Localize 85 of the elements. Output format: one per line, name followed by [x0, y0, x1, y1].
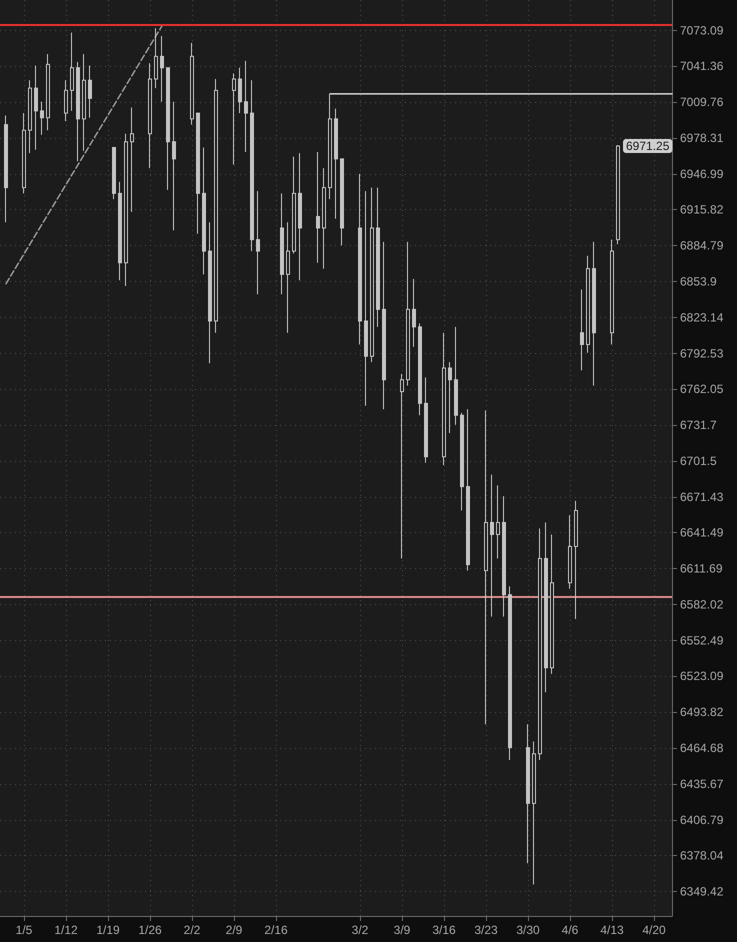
- y-tick-label: 7041.36: [680, 59, 724, 74]
- candlestick: [76, 62, 80, 162]
- candlestick: [82, 54, 86, 152]
- candlestick: [442, 332, 446, 466]
- candlestick: [28, 80, 32, 154]
- x-tick-label: 2/16: [264, 923, 288, 937]
- y-tick-label: 6701.5: [680, 454, 718, 468]
- candlestick: [196, 112, 200, 234]
- candlestick: [46, 54, 50, 131]
- x-tick-label: 4/13: [600, 923, 624, 937]
- candlestick: [466, 408, 470, 572]
- candlestick: [460, 412, 464, 511]
- candlestick: [454, 326, 458, 426]
- candlestick: [568, 514, 572, 590]
- candlestick: [22, 112, 26, 194]
- candlestick: [508, 586, 512, 760]
- x-tick-label: 1/5: [16, 923, 33, 937]
- candlestick: [610, 239, 614, 345]
- candlestick: [70, 32, 74, 112]
- y-tick-label: 6731.7: [680, 418, 718, 432]
- candlestick: [490, 474, 494, 618]
- candlestick: [580, 289, 584, 371]
- candlestick: [130, 106, 134, 212]
- candlestick: [592, 241, 596, 386]
- y-tick-label: 6641.49: [680, 526, 724, 540]
- y-tick-label: 6552.49: [680, 633, 724, 648]
- y-tick-label: 6792.53: [680, 346, 724, 360]
- x-tick-label: 2/2: [184, 923, 201, 937]
- y-tick-label: 6611.69: [680, 562, 723, 576]
- candlestick: [616, 144, 620, 245]
- candlestick: [118, 181, 122, 281]
- x-tick-label: 3/23: [474, 923, 498, 937]
- x-tick-label: 1/12: [54, 923, 78, 937]
- candlestick: [448, 362, 452, 434]
- x-tick-label: 1/26: [138, 923, 162, 937]
- candlestick: [202, 146, 206, 275]
- candlestick: [526, 724, 530, 864]
- y-tick-label: 6435.67: [680, 776, 724, 791]
- candlestick: [160, 36, 164, 102]
- y-tick-label: 6464.68: [680, 741, 724, 756]
- candlestick: [496, 484, 500, 560]
- y-tick-label: 6523.09: [680, 669, 724, 684]
- candlestick: [550, 534, 554, 674]
- y-tick-label: 6915.82: [680, 202, 724, 217]
- y-tick-label: 6823.14: [680, 310, 724, 324]
- y-tick-label: 7073.09: [680, 23, 724, 38]
- y-tick-label: 6493.82: [680, 705, 724, 720]
- candlestick: [586, 255, 590, 354]
- y-tick-label: 6978.31: [680, 130, 724, 145]
- candlestick: [190, 42, 194, 126]
- candlestick: [172, 101, 176, 231]
- candlestick: [64, 80, 68, 122]
- candlestick: [88, 64, 92, 118]
- candlestick: [544, 522, 548, 693]
- y-tick-label: 6671.43: [680, 490, 724, 504]
- x-tick-label: 3/9: [394, 923, 411, 937]
- candlestick: [538, 528, 542, 760]
- x-tick-label: 4/20: [642, 923, 666, 937]
- candlestick: [148, 62, 152, 169]
- y-tick-label: 6582.02: [680, 597, 724, 612]
- candlestick: [154, 28, 158, 89]
- candlestick: [574, 500, 578, 620]
- y-tick-label: 6884.79: [680, 238, 724, 253]
- candlestick: [112, 146, 116, 200]
- x-tick-label: 4/6: [562, 923, 579, 937]
- y-tick-label: 7009.76: [680, 95, 724, 110]
- y-tick-label: 6406.79: [680, 812, 724, 827]
- y-tick-label: 6762.05: [680, 382, 724, 396]
- x-tick-label: 1/19: [96, 923, 120, 937]
- candlestick: [532, 740, 536, 886]
- y-tick-label: 6378.04: [680, 848, 724, 863]
- x-tick-label: 3/2: [352, 923, 369, 937]
- candlestick: [124, 133, 128, 287]
- x-tick-label: 3/30: [516, 923, 540, 937]
- candlestick: [502, 496, 506, 618]
- y-tick-label: 6946.99: [680, 166, 724, 181]
- candlestick: [34, 64, 38, 150]
- y-tick-label: 6349.42: [680, 884, 724, 899]
- candlestick: [40, 101, 44, 136]
- y-tick-label: 6853.9: [680, 274, 718, 288]
- candlestick: [4, 114, 8, 223]
- x-tick-label: 2/9: [226, 923, 243, 937]
- annotation: 6971.25: [626, 139, 670, 154]
- candlestick: [166, 67, 170, 190]
- x-tick-label: 3/16: [432, 923, 456, 937]
